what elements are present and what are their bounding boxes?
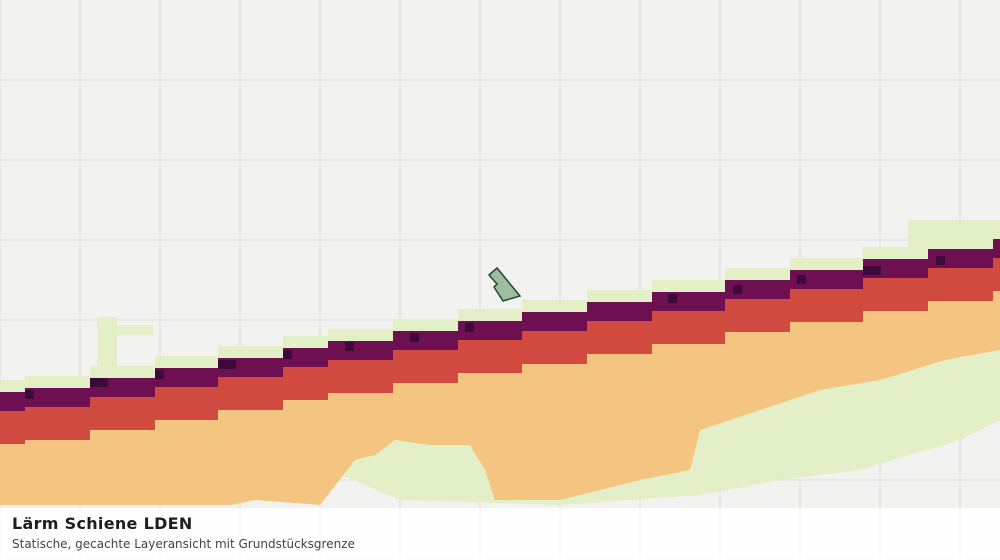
noise-cell xyxy=(218,360,236,369)
noise-cell xyxy=(668,294,677,303)
noise-cell xyxy=(797,275,806,284)
noise-patch xyxy=(97,317,117,367)
noise-patch xyxy=(908,220,1000,250)
noise-cell xyxy=(155,370,164,379)
noise-cell xyxy=(733,285,742,294)
noise-cell xyxy=(283,350,292,359)
noise-cell xyxy=(90,378,108,387)
noise-cell xyxy=(345,342,354,351)
noise-cell xyxy=(936,256,945,265)
noise-zone-75 xyxy=(0,239,1000,411)
caption: Lärm Schiene LDEN Statische, gecachte La… xyxy=(0,508,1000,560)
parcel[interactable] xyxy=(487,266,522,302)
noise-cell xyxy=(25,390,34,399)
caption-title: Lärm Schiene LDEN xyxy=(12,514,193,533)
noise-zone-65 xyxy=(0,256,1000,444)
noise-layer xyxy=(0,220,1000,505)
caption-subtitle: Statische, gecachte Layeransicht mit Gru… xyxy=(12,537,355,551)
noise-patch xyxy=(117,325,153,335)
noise-cell xyxy=(465,323,474,332)
noise-cell xyxy=(863,266,881,275)
noise-cell xyxy=(410,333,419,342)
